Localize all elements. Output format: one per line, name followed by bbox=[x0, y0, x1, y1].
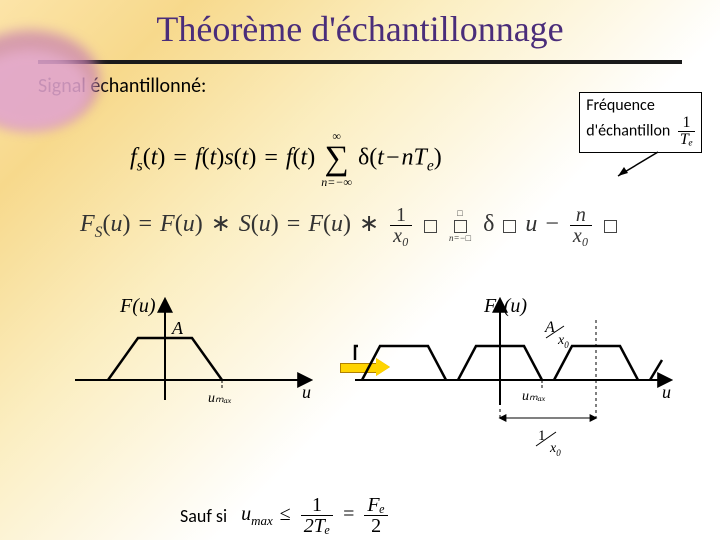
left-u-label: u bbox=[302, 382, 311, 402]
plot-Fsu: Fₛ(u) uₘₐₓ u A x0 1 x0 bbox=[350, 290, 680, 480]
sauf-frac1: 1 2Tₑ bbox=[301, 495, 333, 536]
eq2-x0b: x₀ bbox=[570, 226, 592, 246]
page-title: Théorème d'échantillonnage bbox=[0, 0, 720, 50]
eq1-n: n bbox=[402, 145, 414, 171]
eq2-u3: u bbox=[259, 211, 271, 237]
eq2-u1: u bbox=[110, 211, 122, 237]
eq2-star1: ∗ bbox=[209, 211, 233, 237]
summation: ∞ ∑ n=−∞ bbox=[321, 130, 352, 188]
plot-Fu: F(u) A uₘₐₓ u bbox=[60, 290, 320, 440]
eq2-sum-outer bbox=[424, 209, 437, 243]
freq-label: Fréquence d'échantillon bbox=[586, 96, 670, 141]
left-umax-label: uₘₐₓ bbox=[208, 391, 232, 406]
freq-arrow bbox=[610, 150, 660, 180]
sauf-frac2: Fₑ 2 bbox=[364, 495, 387, 536]
left-A-label: A bbox=[171, 318, 184, 338]
svg-text:x0: x0 bbox=[549, 441, 561, 458]
eq2-minus: − bbox=[543, 211, 561, 237]
eq2-sum-top: □ bbox=[449, 209, 471, 219]
eq1-f3: f bbox=[286, 145, 293, 171]
sauf-2Te: 2Tₑ bbox=[301, 516, 333, 536]
sauf-one: 1 bbox=[301, 495, 333, 516]
sauf-leq: ≤ bbox=[278, 503, 293, 525]
eq1-delta: δ bbox=[358, 145, 369, 171]
one-over-x0-label: 1 x0 bbox=[536, 428, 561, 458]
eq2-u4: u bbox=[331, 211, 343, 237]
eq2-sum-bot: n=−□ bbox=[449, 234, 471, 243]
plots-region: F(u) A uₘₐₓ u bbox=[60, 290, 680, 480]
eq2-frac-1x0: 1 x₀ bbox=[390, 205, 412, 246]
eq2-S: S bbox=[239, 211, 251, 237]
equation-time-domain: fs(t) = f(t)s(t) = f(t) ∞ ∑ n=−∞ δ(t−nTe… bbox=[130, 130, 442, 188]
svg-text:x0: x0 bbox=[557, 333, 569, 350]
eq1-e: e bbox=[427, 157, 434, 174]
eq2-one: 1 bbox=[390, 205, 412, 226]
eq1-t5: t bbox=[377, 145, 384, 171]
eq2-bracket-r bbox=[604, 209, 617, 243]
eq1-f: f bbox=[130, 145, 137, 171]
eq2-n: n bbox=[570, 205, 592, 226]
eq2-bracket-l bbox=[503, 209, 516, 243]
eq2-F2: F bbox=[160, 211, 175, 237]
sampling-frequency-box: Fréquence d'échantillon 1 Tₑ bbox=[579, 92, 702, 153]
sigma: ∑ bbox=[321, 142, 352, 176]
A-over-x0-label: A x0 bbox=[544, 319, 569, 350]
sauf-Fe: Fₑ bbox=[364, 495, 387, 516]
left-fn-label: F(u) bbox=[119, 295, 156, 317]
sauf-label: Sauf si bbox=[180, 505, 227, 527]
sauf-max: max bbox=[251, 513, 273, 528]
condition-line: Sauf si umax ≤ 1 2Tₑ = Fₑ 2 bbox=[180, 495, 391, 536]
right-umax-label: uₘₐₓ bbox=[522, 389, 546, 404]
eq2-frac-nx0: n x₀ bbox=[570, 205, 592, 246]
right-fn-label: Fₛ(u) bbox=[483, 295, 527, 317]
sum-bot: n=−∞ bbox=[321, 176, 352, 188]
eq2-u2: u bbox=[183, 211, 195, 237]
eq1-T: T bbox=[414, 145, 427, 171]
eq1-s: s bbox=[224, 145, 233, 171]
eq2-sum: □ n=−□ bbox=[449, 209, 471, 243]
freq-den: Tₑ bbox=[678, 132, 695, 148]
eq1-f2: f bbox=[195, 145, 202, 171]
freq-num: 1 bbox=[678, 115, 695, 132]
eq2-x0: x₀ bbox=[390, 226, 412, 246]
eq2-star2: ∗ bbox=[357, 211, 381, 237]
sauf-two: 2 bbox=[364, 516, 387, 536]
title-rule bbox=[38, 60, 682, 64]
eq2-F: F bbox=[80, 211, 95, 237]
freq-fraction: 1 Tₑ bbox=[678, 115, 695, 148]
eq2-F3: F bbox=[308, 211, 323, 237]
equation-freq-domain: FS(u) = F(u) ∗ S(u) = F(u) ∗ 1 x₀ □ n=−□… bbox=[80, 205, 620, 246]
eq2-delta: δ bbox=[483, 211, 494, 237]
eq2-u5: u bbox=[525, 211, 537, 237]
sauf-u: u bbox=[241, 503, 251, 525]
right-u-label: u bbox=[662, 382, 671, 402]
